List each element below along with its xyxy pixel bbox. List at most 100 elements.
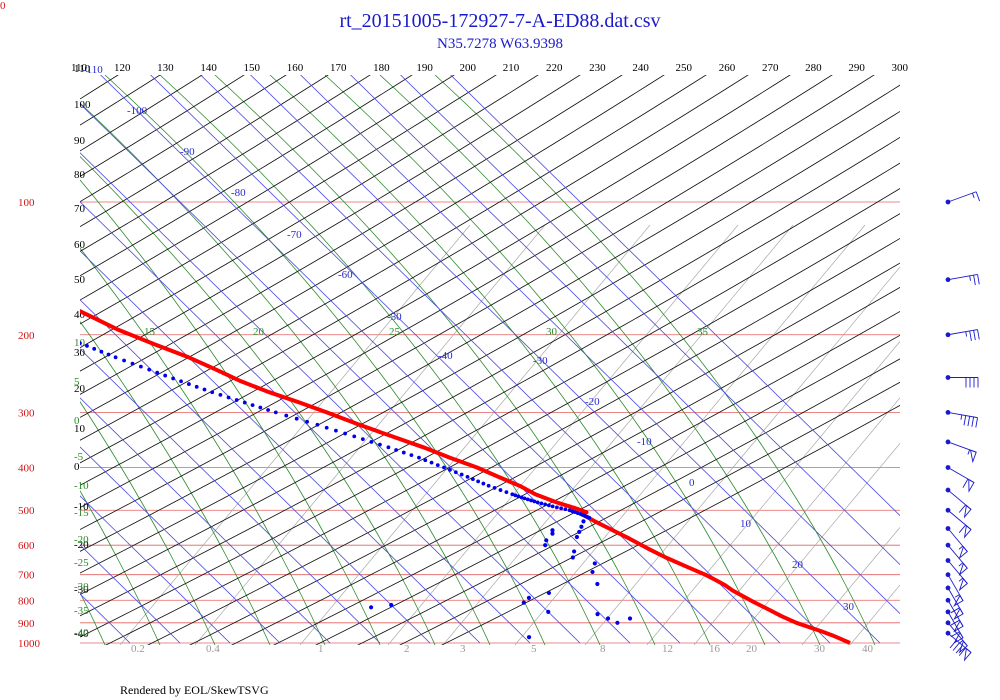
wind-barb-staff	[947, 411, 978, 419]
dewpoint-point	[486, 483, 491, 488]
pressure-label: 400	[18, 463, 35, 475]
dry-adiabat-line	[80, 110, 900, 574]
dewpoint-point	[315, 422, 320, 427]
dewpoint-point	[2, 310, 6, 314]
diagram-grid	[80, 75, 900, 645]
moist-adiabat-label: -20	[74, 534, 89, 546]
wind-barb-feather	[977, 329, 980, 340]
wind-barb-feather	[975, 191, 981, 202]
dewpoint-point	[194, 384, 199, 389]
left-scale-label: -30	[74, 584, 89, 596]
dewpoint-point	[45, 328, 49, 332]
wind-barb-half-feather	[958, 577, 964, 582]
left-scale-label: -40	[74, 628, 89, 640]
isotherm-line	[80, 495, 231, 644]
dewpoint-point	[513, 493, 518, 498]
isotherm-line	[80, 250, 481, 644]
dewpoint-point	[535, 500, 540, 505]
left-scale-label: 100	[74, 99, 91, 111]
isotherm-label: 20	[792, 559, 804, 571]
wind-barb-flag	[953, 620, 964, 633]
dewpoint-point	[378, 442, 382, 447]
dewpoint-point	[401, 450, 406, 455]
dewpoint-point	[476, 479, 481, 484]
wind-barb-dot	[945, 609, 951, 615]
dewpoint-point	[147, 367, 152, 372]
wind-barb-flag	[953, 607, 964, 621]
dewpoint-point	[202, 387, 207, 392]
moist-adiabat-line	[269, 75, 711, 645]
wind-barb-feather	[967, 416, 971, 427]
dewpoint-point	[429, 460, 434, 465]
isotherm-label: -40	[438, 350, 453, 362]
dewpoint-point	[187, 382, 191, 386]
dewpoint-point	[368, 605, 374, 610]
dewpoint-point	[590, 569, 595, 575]
dewpoint-point	[532, 499, 537, 504]
mixing-ratio-label: 12	[662, 643, 673, 655]
isotherm-line	[80, 642, 81, 643]
dewpoint-point	[106, 352, 111, 357]
wind-barb-half-feather	[972, 192, 975, 198]
moist-adiabat-label: -15	[74, 507, 89, 519]
wind-barb-flag	[953, 631, 964, 645]
dewpoint-point	[448, 467, 452, 472]
left-scale-label: 50	[74, 274, 86, 286]
dry-adiabat-line	[80, 75, 623, 395]
dewpoint-point	[334, 428, 338, 433]
chart-title: rt_20151005-172927-7-A-ED88.dat.csv	[339, 10, 661, 32]
wind-barb-feather	[969, 330, 972, 341]
theta-label: 230	[589, 62, 606, 74]
moist-adiabat-line	[80, 320, 271, 645]
wind-barb-flag	[958, 562, 968, 576]
wind-barb-feather	[949, 639, 957, 649]
dewpoint-point	[266, 408, 270, 412]
dewpoint-point	[64, 336, 68, 340]
moist-adiabat-label: 5	[74, 376, 80, 388]
dry-adiabat-line	[80, 75, 791, 486]
pressure-label: 200	[18, 330, 35, 342]
mixing-ratio-label: 40	[862, 643, 874, 655]
dewpoint-point	[570, 555, 575, 560]
wind-barb	[945, 630, 972, 662]
dry-adiabat-line	[357, 358, 900, 645]
dewpoint-point	[250, 403, 255, 407]
dewpoint-point	[550, 528, 555, 533]
wind-barb-feather	[963, 415, 967, 426]
wind-barb-feather	[950, 607, 960, 614]
isotherm-label: -50	[387, 311, 402, 323]
isotherm-label: -20	[585, 396, 600, 408]
isotherm-line	[400, 75, 900, 566]
theta-label: 180	[373, 62, 390, 74]
moist-adiabat-label: 10	[74, 337, 86, 349]
dewpoint-point	[510, 492, 515, 497]
dewpoint-point	[577, 529, 582, 535]
theta-label: 150	[244, 62, 261, 74]
dewpoint-point	[284, 413, 289, 418]
dewpoint-point	[258, 405, 263, 410]
dewpoint-point	[529, 498, 533, 503]
moist-adiabat-line	[214, 75, 656, 645]
wind-barb-feather	[977, 274, 980, 285]
dewpoint-point	[526, 595, 532, 600]
pressure-label: 900	[18, 618, 35, 630]
isotherm-line	[100, 75, 681, 644]
isotherm-label: -30	[533, 355, 548, 367]
mixing-ratio-line	[514, 224, 866, 645]
dewpoint-point	[130, 361, 135, 366]
dewpoint-point	[453, 470, 458, 475]
dry-adiabat-line	[80, 75, 833, 508]
moist-adiabat-label: 30	[546, 326, 558, 338]
isotherm-line	[80, 397, 331, 644]
left-scale-label: 40	[74, 309, 86, 321]
wind-barb-half-feather	[965, 331, 968, 337]
isotherm-line	[80, 446, 281, 644]
dewpoint-point	[369, 440, 374, 444]
mixing-ratio-label: 3	[460, 643, 466, 655]
moist-adiabat-line	[80, 179, 381, 645]
dewpoint-point	[80, 341, 82, 346]
dry-adiabat-line	[80, 75, 203, 152]
dewpoint-point	[550, 531, 555, 536]
isotherm-label: -90	[180, 146, 195, 158]
